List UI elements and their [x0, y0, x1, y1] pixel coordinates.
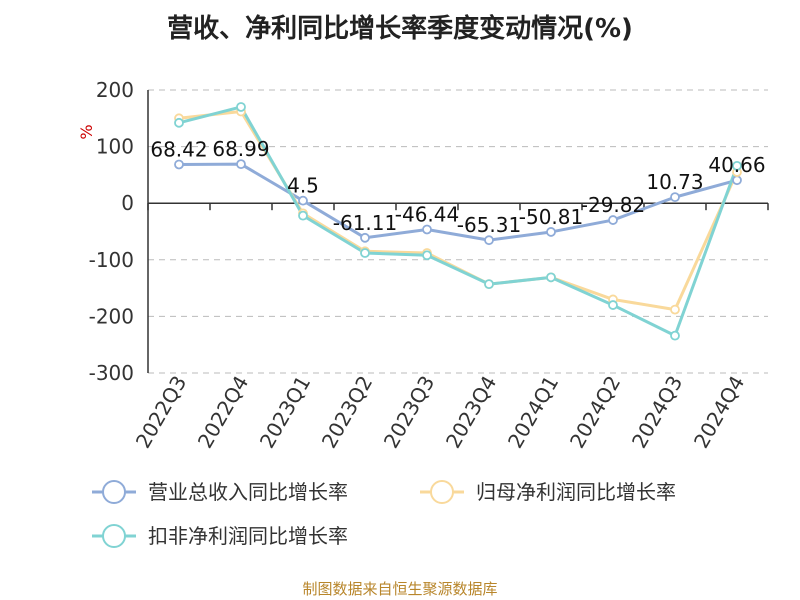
- data-point: [670, 192, 680, 203]
- data-point: [236, 102, 246, 112]
- series-lines: [174, 102, 742, 341]
- data-point: [732, 175, 742, 186]
- y-tick-label: 100: [96, 135, 134, 159]
- x-tick-label: 2022Q4: [193, 372, 253, 453]
- data-point: [360, 232, 370, 243]
- legend-label: 营业总收入同比增长率: [148, 480, 348, 504]
- data-point: [670, 330, 680, 341]
- legend-label: 归母净利润同比增长率: [476, 480, 676, 504]
- data-label: 4.5: [287, 174, 319, 198]
- y-tick-label: 200: [96, 78, 134, 102]
- x-tick-label: 2024Q4: [689, 372, 749, 453]
- data-label: 10.73: [646, 170, 703, 194]
- data-label: -50.81: [519, 205, 583, 229]
- x-tick-label: 2023Q3: [379, 372, 439, 453]
- data-labels: 68.42 68.99 4.5 -61.11-46.44-65.31-50.81-29…: [150, 137, 765, 237]
- series-line: [178, 105, 739, 338]
- data-point: [484, 235, 494, 246]
- x-tick-label: 2023Q1: [255, 372, 315, 453]
- legend-marker: [102, 524, 126, 548]
- data-label: -46.44: [395, 202, 459, 226]
- legend-marker: [430, 480, 454, 504]
- legend-marker: [102, 480, 126, 504]
- data-point: [174, 159, 184, 170]
- data-point: [298, 195, 308, 206]
- data-point: [360, 248, 370, 258]
- y-tick-label: -200: [89, 304, 134, 328]
- x-tick-label: 2022Q3: [131, 372, 191, 453]
- y-tick-label: 0: [121, 191, 134, 215]
- data-point: [298, 210, 308, 221]
- data-label: 68.99: [212, 137, 269, 161]
- data-point: [608, 300, 618, 310]
- grid-lines: [148, 89, 768, 374]
- data-point: [422, 250, 432, 261]
- data-label: -61.11: [333, 211, 397, 235]
- data-label: -65.31: [457, 213, 521, 237]
- data-label: 40.66: [708, 153, 765, 177]
- legend-label: 扣非净利润同比增长率: [148, 524, 348, 548]
- data-point: [546, 227, 556, 237]
- data-point: [174, 117, 184, 128]
- chart-title: 营收、净利同比增长率季度变动情况(%): [167, 14, 633, 44]
- y-tick-label: -100: [89, 248, 134, 272]
- y-tick-label: -300: [89, 361, 134, 385]
- data-point: [484, 279, 494, 290]
- data-point: [236, 159, 246, 170]
- data-label: -29.82: [581, 193, 645, 217]
- data-point: [732, 160, 742, 171]
- data-point: [546, 272, 556, 283]
- y-axis-unit-label: %: [77, 124, 96, 139]
- data-point: [608, 215, 618, 225]
- x-tick-label: 2023Q4: [441, 372, 501, 453]
- series-line: [178, 162, 738, 242]
- x-tick-label: 2024Q3: [627, 372, 687, 453]
- x-tick-label: 2024Q2: [565, 372, 625, 453]
- data-point: [670, 304, 680, 315]
- data-label: 68.42: [150, 137, 207, 161]
- x-tick-label: 2023Q2: [317, 372, 377, 453]
- data-point: [422, 224, 432, 235]
- x-tick-label: 2024Q1: [503, 372, 563, 453]
- source-footer: 制图数据来自恒生聚源数据库: [302, 580, 498, 598]
